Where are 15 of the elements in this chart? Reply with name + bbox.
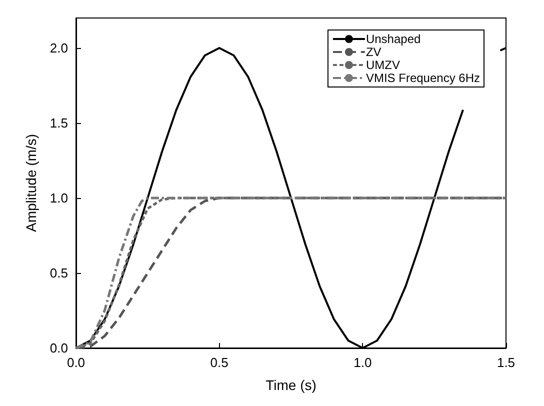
x-tick-label: 1.5: [496, 355, 516, 370]
x-tick-label: 0.0: [66, 355, 86, 370]
y-tick-label: 1.5: [50, 116, 68, 130]
y-tick-label: 1.0: [50, 190, 68, 206]
legend-label: UMZV: [366, 58, 400, 72]
y-tick-label: 2.0: [50, 40, 68, 56]
y-axis-title: Amplitude (m/s): [23, 134, 39, 232]
x-axis-title: Time (s): [266, 377, 316, 393]
legend-label: ZV: [366, 45, 382, 59]
x-tick-label: 1.0: [354, 355, 372, 370]
legend-label: VMIS Frequency 6Hz: [366, 71, 480, 85]
legend-label: Unshaped: [366, 32, 421, 46]
y-tick-label: 0.0: [50, 340, 68, 356]
y-tick-label: 0.5: [50, 266, 68, 280]
x-tick-label: 0.5: [210, 355, 228, 370]
